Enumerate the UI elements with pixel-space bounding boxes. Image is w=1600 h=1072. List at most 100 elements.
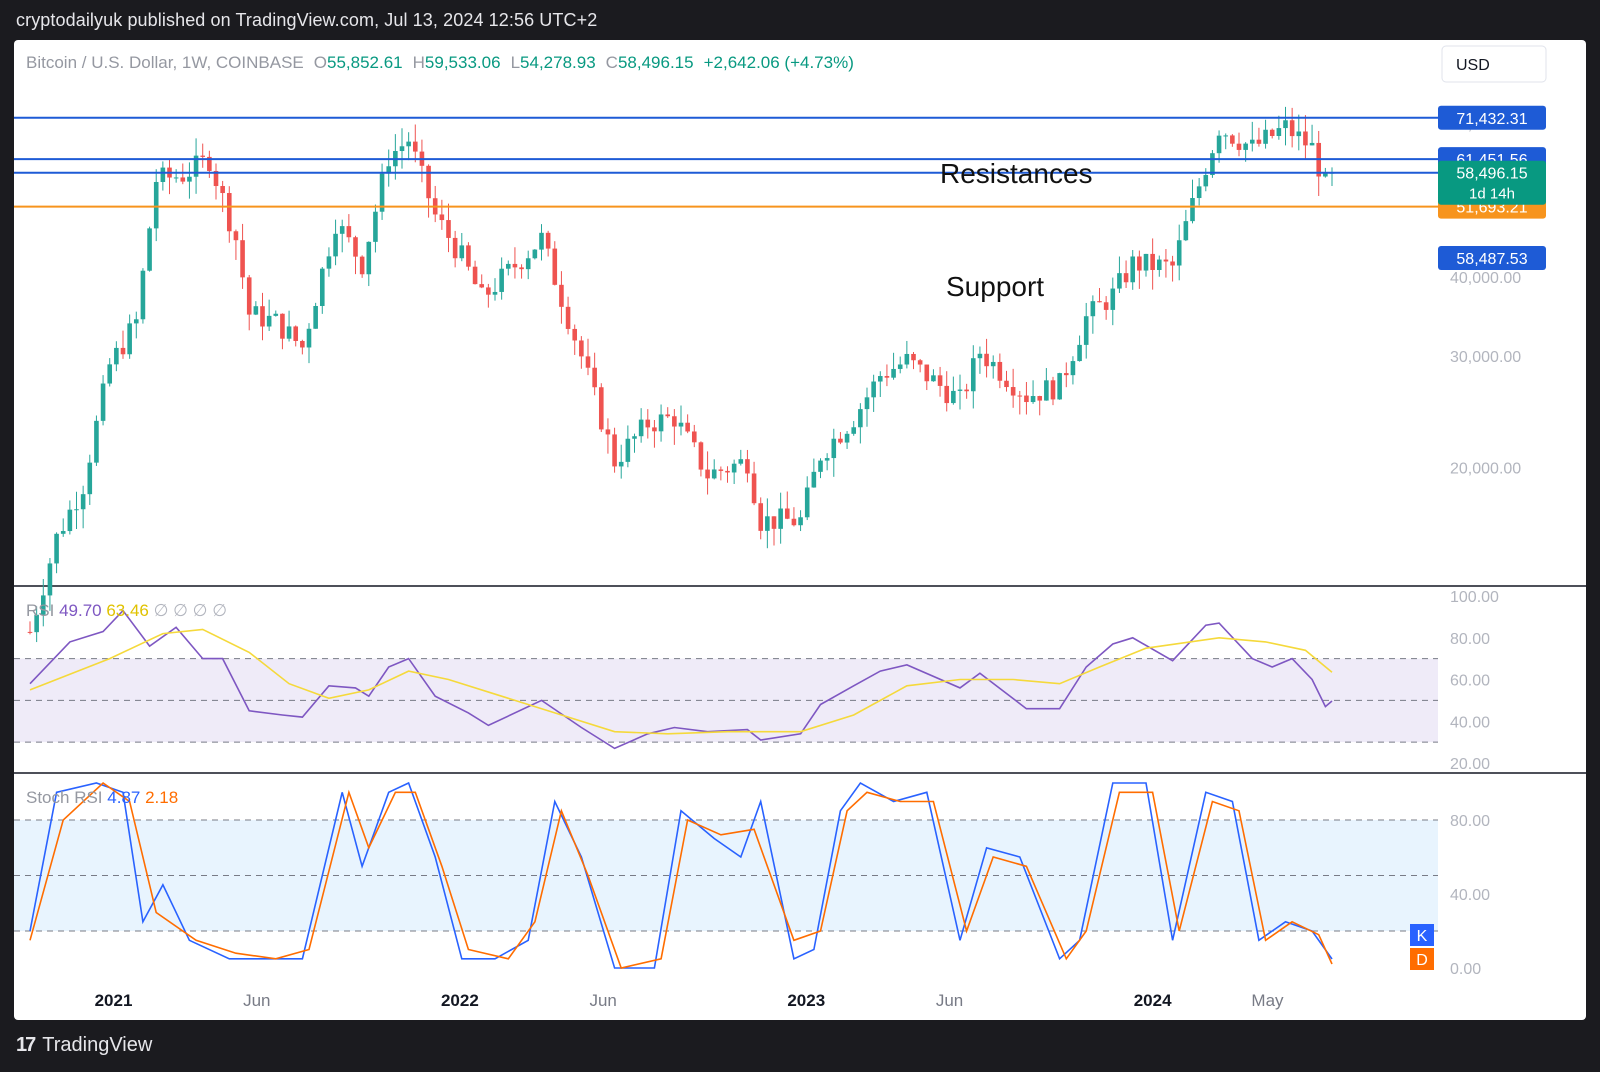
candle (379, 173, 385, 212)
oscillator-tick-label: 80.00 (1450, 813, 1490, 830)
resistance-price-tag (1438, 246, 1546, 270)
stoch-legend: Stoch RSI 4.87 2.18 (26, 788, 178, 807)
candle (1156, 259, 1162, 270)
oscillator-tick-label: 60.00 (1450, 673, 1490, 690)
candle (246, 277, 252, 315)
candle (147, 228, 152, 271)
candle (1289, 120, 1295, 137)
tradingview-logo[interactable]: 17 TradingView (16, 1034, 152, 1057)
candle (897, 364, 903, 369)
candle (226, 193, 232, 232)
candle (1190, 198, 1195, 222)
candle (765, 516, 770, 531)
candle (579, 340, 584, 357)
candle (731, 463, 737, 473)
candle (1176, 240, 1182, 266)
candle (565, 306, 571, 329)
candle (598, 387, 604, 430)
candle (1137, 256, 1142, 271)
candle (1236, 143, 1242, 150)
symbol-title[interactable]: Bitcoin / U.S. Dollar, 1W, COINBASE O55,8… (26, 53, 854, 72)
candle (80, 494, 86, 510)
candle (585, 356, 591, 368)
candle (917, 360, 923, 365)
currency-button[interactable]: USD (1441, 45, 1547, 83)
candle (100, 383, 106, 421)
candle (625, 438, 631, 462)
candle (266, 315, 272, 327)
chart-canvas[interactable]: 20,000.0030,000.0040,000.0070,000.0071,4… (14, 40, 1586, 1020)
candle (94, 420, 99, 463)
candle (711, 469, 717, 479)
candle (1143, 253, 1149, 271)
candle (738, 459, 744, 464)
candle (891, 368, 896, 378)
candle (319, 268, 325, 306)
oscillator-tick-label: 80.00 (1450, 631, 1490, 648)
candle (1216, 135, 1222, 154)
tradingview-brand: TradingView (42, 1034, 153, 1056)
candle (858, 409, 863, 428)
last-price-value: 58,496.15 (1456, 166, 1527, 183)
candle (525, 258, 531, 270)
series-line-d (29, 781, 1333, 969)
candle (539, 232, 544, 250)
candle (1269, 129, 1275, 136)
candle (718, 469, 724, 471)
candle (1303, 131, 1308, 146)
candle (519, 267, 524, 270)
chart-frame[interactable]: 20,000.0030,000.0040,000.0070,000.0071,4… (14, 40, 1586, 1020)
price-axis[interactable]: 20,000.0030,000.0040,000.0070,000.0071,4… (1438, 105, 1546, 478)
candle (957, 389, 963, 391)
svg-text:USD: USD (1456, 57, 1490, 74)
candle (698, 442, 704, 470)
candle (34, 614, 39, 633)
series-line-ma (29, 628, 1333, 735)
resistances-annotation: Resistances (940, 158, 1093, 189)
candle (1210, 153, 1215, 176)
d-marker (1410, 948, 1434, 970)
candle (412, 141, 418, 152)
candle (1123, 273, 1129, 283)
candle (1103, 302, 1109, 310)
candle (1090, 301, 1096, 317)
candle (472, 266, 478, 285)
stoch-rsi-pane[interactable]: 0.00 40.00 80.00 Stoch RSI 4.87 2.18 KD (14, 781, 1490, 978)
time-tick-label: 2021 (95, 991, 133, 1010)
candle (87, 462, 93, 495)
candle (439, 214, 445, 221)
candle (1050, 380, 1056, 400)
candle (1196, 186, 1202, 199)
candle (1017, 395, 1023, 397)
candle (333, 233, 338, 257)
time-axis[interactable]: 2021 Jun 2022 Jun 2023 Jun 2024 May (95, 991, 1284, 1010)
candle (618, 461, 624, 467)
k-marker (1410, 924, 1434, 946)
candle (353, 237, 358, 257)
candle (911, 353, 916, 361)
candle (658, 414, 664, 432)
candle (1230, 135, 1235, 144)
candle (74, 509, 79, 511)
candle (140, 270, 146, 320)
candle (459, 245, 465, 259)
candle (1203, 175, 1209, 187)
candle (844, 433, 850, 443)
candle (406, 141, 411, 147)
candle (1037, 396, 1043, 401)
candle (851, 427, 857, 434)
candle (60, 531, 66, 534)
candle (107, 364, 113, 384)
candle (207, 156, 212, 171)
candle (645, 419, 651, 428)
candle (758, 503, 764, 531)
candle (1070, 361, 1076, 376)
candle (114, 347, 119, 365)
candle (818, 460, 823, 472)
rsi-pane[interactable]: 20.00 40.00 60.00 80.00 100.00 RSI 49.70 63.4… (14, 589, 1499, 773)
candle (545, 232, 551, 249)
support-annotation: Support (946, 271, 1044, 302)
resistance-price-tag-text: 58,487.53 (1456, 251, 1527, 268)
price-tick-label: 40,000.00 (1450, 270, 1521, 287)
candle (791, 518, 797, 526)
